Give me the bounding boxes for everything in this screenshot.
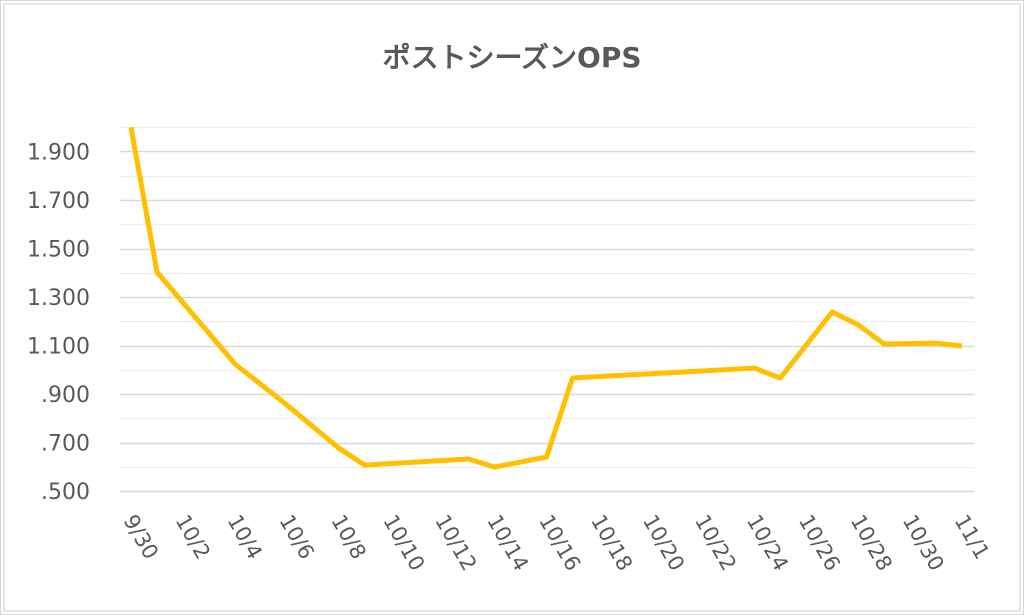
- y-tick-label: 1.300: [27, 286, 90, 311]
- x-tick-label: 10/2: [171, 511, 215, 564]
- x-tick-label: 10/20: [638, 511, 689, 575]
- x-tick-label: 10/4: [223, 511, 267, 564]
- x-tick-label: 10/30: [898, 511, 949, 575]
- y-tick-label: 1.700: [27, 189, 90, 214]
- chart-border: [3, 3, 1021, 612]
- y-axis-ticks: 1.900 1.700 1.500 1.300 1.100 .900 .700 .500: [27, 141, 90, 506]
- y-tick-label: .900: [41, 383, 90, 408]
- y-tick-label: .700: [41, 432, 90, 457]
- y-tick-label: 1.900: [27, 141, 90, 166]
- gridlines: [120, 126, 975, 493]
- chart-title: ポストシーズンOPS: [382, 41, 642, 74]
- ops-line: [128, 126, 963, 470]
- y-tick-label: 1.500: [27, 238, 90, 263]
- x-tick-label: 11/1: [950, 511, 994, 564]
- x-tick-label: 10/16: [534, 511, 585, 575]
- x-tick-label: 10/24: [742, 511, 793, 575]
- x-tick-label: 9/30: [119, 511, 163, 564]
- x-tick-label: 10/6: [274, 511, 318, 564]
- x-tick-label: 10/26: [794, 511, 845, 575]
- x-tick-label: 10/12: [430, 511, 481, 575]
- x-tick-label: 10/22: [690, 511, 741, 575]
- y-tick-label: .500: [41, 480, 90, 505]
- x-tick-label: 10/14: [482, 511, 533, 575]
- x-axis-ticks: 9/30 10/2 10/4 10/6 10/8 10/10 10/12 10/14 10/16…: [119, 511, 994, 575]
- x-tick-label: 10/8: [326, 511, 370, 564]
- x-tick-label: 10/18: [586, 511, 637, 575]
- x-tick-label: 10/28: [846, 511, 897, 575]
- x-tick-label: 10/10: [378, 511, 429, 575]
- y-tick-label: 1.100: [27, 335, 90, 360]
